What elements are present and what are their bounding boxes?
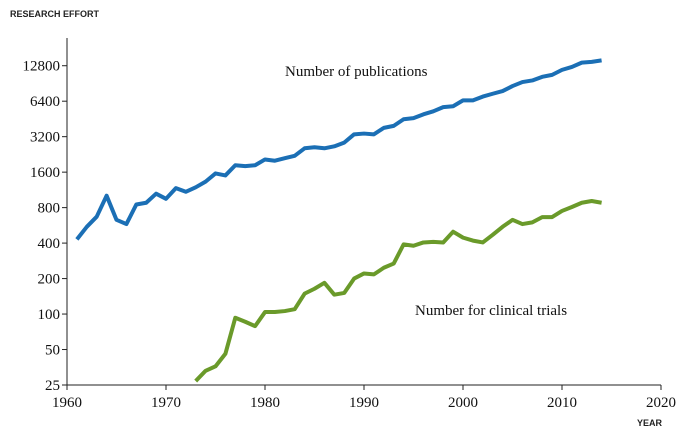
- y-tick-label: 100: [38, 307, 61, 323]
- x-tick-label: 1980: [250, 395, 280, 411]
- annotation: Number for clinical trials: [415, 303, 567, 319]
- x-tick-label: 2000: [448, 395, 478, 411]
- x-tick-label: 1960: [52, 395, 82, 411]
- x-axis-label: YEAR: [637, 418, 663, 428]
- y-tick-label: 12800: [23, 59, 61, 75]
- annotation: Number of publications: [285, 64, 428, 80]
- x-tick-label: 1970: [151, 395, 181, 411]
- line-series: [194, 199, 602, 383]
- y-tick-label: 200: [38, 272, 61, 288]
- chart-title: RESEARCH EFFORT: [10, 9, 100, 19]
- x-tick-label: 1990: [349, 395, 379, 411]
- y-tick-label: 25: [45, 378, 60, 394]
- x-tick-label: 2020: [646, 395, 676, 411]
- y-tick-label: 6400: [30, 94, 60, 110]
- line-series: [75, 58, 602, 241]
- y-tick-label: 50: [45, 343, 60, 359]
- x-tick-label: 2010: [547, 395, 577, 411]
- y-tick-label: 3200: [30, 130, 60, 146]
- y-tick-label: 1600: [30, 165, 60, 181]
- y-tick-label: 800: [38, 201, 61, 217]
- y-tick-label: 400: [38, 236, 61, 252]
